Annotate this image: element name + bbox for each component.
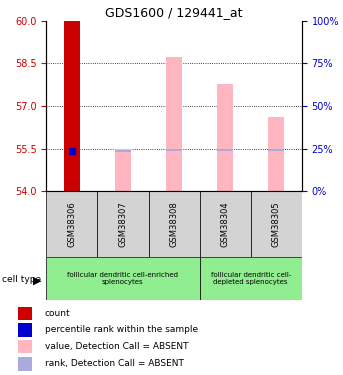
Bar (217, 149, 233, 151)
Bar (64, 21, 80, 191)
Title: GDS1600 / 129441_at: GDS1600 / 129441_at (105, 6, 243, 20)
Bar (166, 149, 182, 151)
Bar (251, 191, 302, 257)
Bar (200, 257, 302, 300)
Text: value, Detection Call = ABSENT: value, Detection Call = ABSENT (45, 342, 188, 351)
Bar (115, 150, 131, 152)
Text: ▶: ▶ (33, 276, 41, 285)
Text: rank, Detection Call = ABSENT: rank, Detection Call = ABSENT (45, 359, 184, 368)
Bar (18, 340, 32, 353)
Text: GSM38305: GSM38305 (272, 201, 281, 247)
Bar (18, 323, 32, 337)
Bar (46, 191, 97, 257)
Bar (217, 84, 233, 191)
Text: cell type: cell type (2, 275, 41, 284)
Text: follicular dendritic cell-enriched
splenocytes: follicular dendritic cell-enriched splen… (68, 272, 178, 285)
Text: GSM38306: GSM38306 (67, 201, 76, 247)
Text: GSM38308: GSM38308 (169, 201, 179, 247)
Text: GSM38304: GSM38304 (221, 201, 230, 247)
Bar (18, 307, 32, 320)
Text: follicular dendritic cell-
depleted splenocytes: follicular dendritic cell- depleted sple… (211, 272, 291, 285)
Bar (149, 191, 200, 257)
Bar (18, 357, 32, 370)
Text: percentile rank within the sample: percentile rank within the sample (45, 326, 198, 334)
Bar (115, 149, 131, 191)
Bar (166, 57, 182, 191)
Bar (200, 191, 251, 257)
Bar (268, 117, 284, 191)
Bar (97, 191, 149, 257)
Text: GSM38307: GSM38307 (118, 201, 128, 247)
Bar (46, 257, 200, 300)
Bar (268, 149, 284, 151)
Text: count: count (45, 309, 70, 318)
